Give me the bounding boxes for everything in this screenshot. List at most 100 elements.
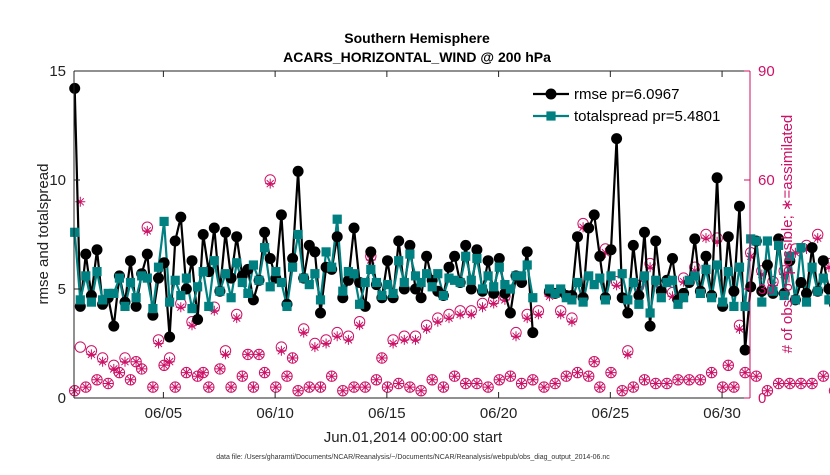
spread-point — [713, 260, 722, 269]
obs-assimilated-marker — [394, 379, 404, 389]
spread-point — [277, 278, 286, 287]
spread-point — [271, 267, 280, 276]
spread-point — [528, 293, 537, 302]
obs-assimilated-marker — [265, 179, 275, 189]
spread-point — [808, 263, 817, 272]
spread-point — [461, 252, 470, 261]
rmse-point — [572, 231, 583, 242]
rmse-point — [505, 308, 516, 319]
obs-assimilated-marker — [662, 379, 672, 389]
obs-assimilated-marker — [735, 324, 745, 334]
spread-point — [204, 302, 213, 311]
obs-assimilated-marker — [98, 357, 108, 367]
spread-point — [333, 215, 342, 224]
obs-assimilated-marker — [483, 382, 493, 392]
rmse-point — [108, 321, 119, 332]
obs-assimilated-marker — [232, 313, 242, 323]
obs-assimilated-marker — [751, 371, 761, 381]
spread-point — [422, 269, 431, 278]
obs-assimilated-marker — [276, 346, 286, 356]
obs-assimilated-marker — [103, 379, 113, 389]
y-axis-label-left: rmse and totalspread — [35, 164, 52, 305]
rmse-point — [198, 229, 209, 240]
obs-assimilated-marker — [148, 382, 158, 392]
obs-assimilated-marker — [461, 379, 471, 389]
obs-assimilated-marker — [310, 342, 320, 352]
spread-point — [176, 291, 185, 300]
rmse-point — [164, 332, 175, 343]
spread-point — [741, 302, 750, 311]
rmse-point — [745, 281, 756, 292]
obs-assimilated-marker — [589, 357, 599, 367]
spread-point — [584, 271, 593, 280]
obs-assimilated-marker — [321, 339, 331, 349]
spread-point — [120, 302, 129, 311]
spread-point — [171, 276, 180, 285]
obs-assimilated-marker — [807, 379, 817, 389]
obs-assimilated-marker — [120, 357, 130, 367]
spread-point — [366, 265, 375, 274]
rmse-point — [404, 240, 415, 251]
spread-point — [294, 230, 303, 239]
y-tick-label-right: 90 — [758, 63, 775, 80]
rmse-point — [125, 255, 136, 266]
obs-assimilated-marker — [774, 379, 784, 389]
obs-assimilated-marker — [556, 309, 566, 319]
rmse-point — [393, 236, 404, 247]
obs-assimilated-marker — [651, 379, 661, 389]
obs-assimilated-marker — [695, 375, 705, 385]
obs-assimilated-marker — [707, 368, 717, 378]
rmse-point — [315, 308, 326, 319]
spread-point — [355, 300, 364, 309]
spread-point — [456, 278, 465, 287]
spread-point — [221, 269, 230, 278]
spread-point — [802, 298, 811, 307]
spread-point — [282, 302, 291, 311]
rmse-point — [611, 133, 622, 144]
rmse-point — [421, 251, 432, 262]
x-tick-label: 06/20 — [480, 405, 518, 422]
rmse-point — [818, 255, 829, 266]
obs-assimilated-marker — [617, 386, 627, 396]
spread-point — [556, 284, 565, 293]
obs-assimilated-marker — [371, 375, 381, 385]
rmse-point — [522, 246, 533, 257]
obs-assimilated-marker — [204, 382, 214, 392]
obs-assimilated-marker — [142, 226, 152, 236]
rmse-point — [220, 227, 231, 238]
obs-assimilated-marker — [114, 368, 124, 378]
spread-point — [187, 304, 196, 313]
spread-point — [813, 287, 822, 296]
rmse-point — [287, 253, 298, 264]
spread-point — [796, 243, 805, 252]
rmse-point — [309, 246, 320, 257]
obs-assimilated-marker — [640, 375, 650, 385]
rmse-point — [583, 223, 594, 234]
x-axis-label: Jun.01,2014 00:00:00 start — [324, 429, 503, 446]
spread-point — [679, 293, 688, 302]
obs-assimilated-marker — [567, 317, 577, 327]
spread-point — [819, 274, 828, 283]
spread-point — [266, 282, 275, 291]
obs-assimilated-marker — [729, 382, 739, 392]
y-tick-label-left: 15 — [49, 63, 66, 80]
spread-point — [724, 267, 733, 276]
spread-point — [254, 276, 263, 285]
spread-point — [215, 287, 224, 296]
rmse-point — [265, 253, 276, 264]
spread-point — [383, 280, 392, 289]
rmse-point — [527, 327, 538, 338]
spread-point — [735, 263, 744, 272]
rmse-point — [69, 83, 80, 94]
spread-point — [126, 278, 135, 287]
obs-assimilated-marker — [701, 233, 711, 243]
obs-assimilated-marker — [416, 386, 426, 396]
rmse-point — [589, 209, 600, 220]
rmse-point — [293, 166, 304, 177]
obs-assimilated-marker — [282, 371, 292, 381]
obs-assimilated-marker — [70, 386, 80, 396]
rmse-point — [483, 255, 494, 266]
obs-assimilated-marker — [438, 382, 448, 392]
spread-point — [199, 267, 208, 276]
spread-point — [182, 274, 191, 283]
